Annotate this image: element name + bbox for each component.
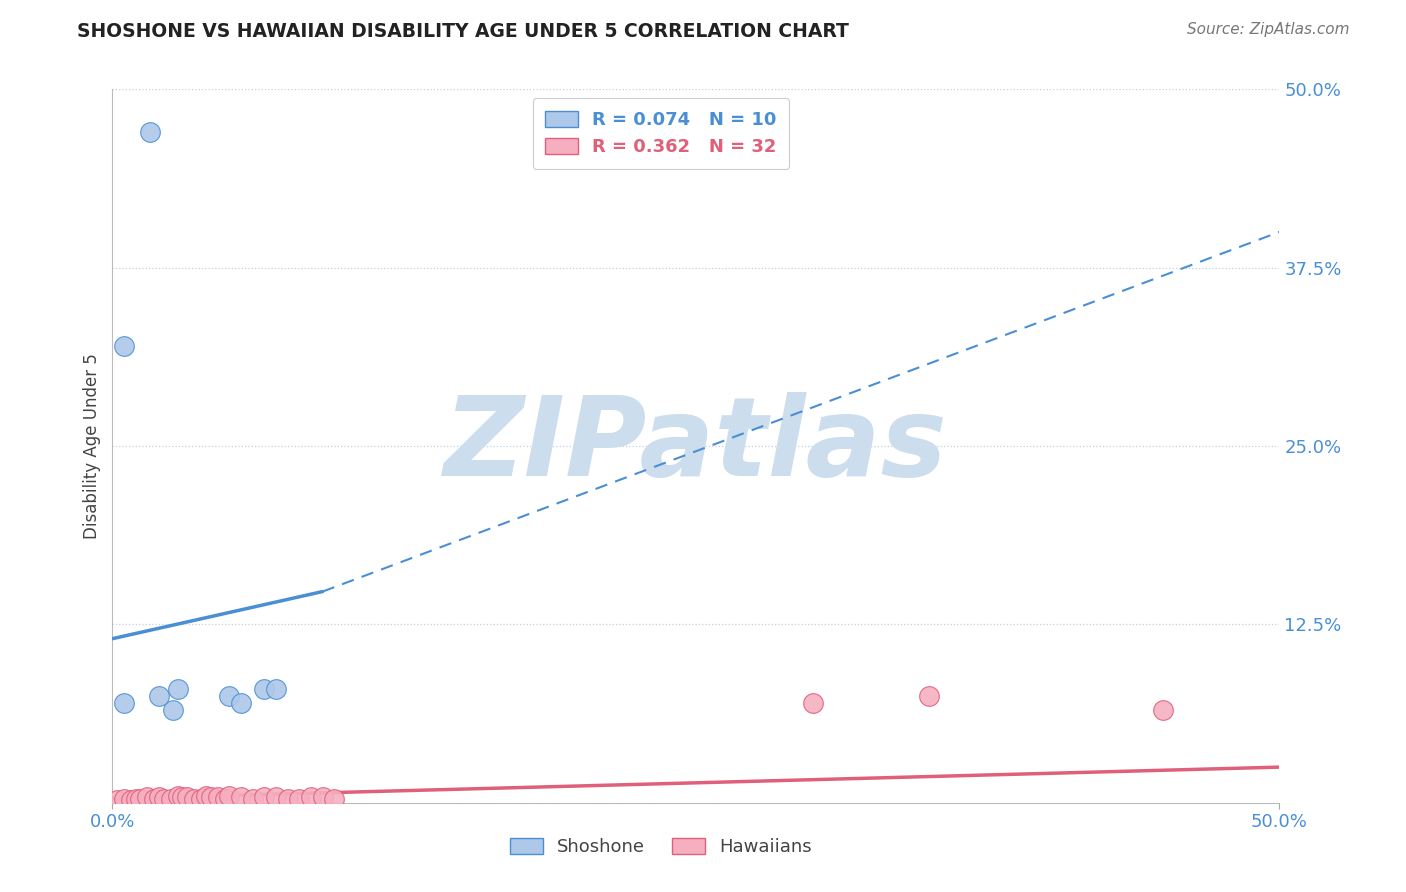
Point [276,791,298,805]
Point [299,790,322,805]
Point [242,791,264,805]
Point [183,791,205,805]
Y-axis label: Disability Age Under 5: Disability Age Under 5 [83,353,101,539]
Legend: Shoshone, Hawaiians: Shoshone, Hawaiians [501,829,821,865]
Point [253,790,276,805]
Point [136,790,159,805]
Point [229,790,252,805]
Point [162,703,184,717]
Point [148,790,170,805]
Point [218,689,240,703]
Point [139,125,162,139]
Point [190,791,212,805]
Point [229,696,252,710]
Point [112,791,135,805]
Text: ZIPatlas: ZIPatlas [444,392,948,500]
Point [1152,703,1174,717]
Point [153,791,176,805]
Point [125,791,148,805]
Point [311,790,333,805]
Point [143,791,166,805]
Point [801,696,824,710]
Point [105,793,128,807]
Point [918,689,941,703]
Point [323,791,346,805]
Point [176,790,198,805]
Point [172,790,194,805]
Point [112,339,135,353]
Text: Source: ZipAtlas.com: Source: ZipAtlas.com [1187,22,1350,37]
Point [129,791,152,805]
Point [288,791,311,805]
Point [112,696,135,710]
Point [148,689,170,703]
Point [207,790,229,805]
Point [264,790,287,805]
Point [166,681,188,696]
Point [200,790,222,805]
Point [214,791,236,805]
Point [253,681,276,696]
Text: SHOSHONE VS HAWAIIAN DISABILITY AGE UNDER 5 CORRELATION CHART: SHOSHONE VS HAWAIIAN DISABILITY AGE UNDE… [77,22,849,41]
Point [160,791,183,805]
Point [264,681,287,696]
Point [194,789,217,803]
Point [166,789,188,803]
Point [120,793,142,807]
Point [218,789,240,803]
